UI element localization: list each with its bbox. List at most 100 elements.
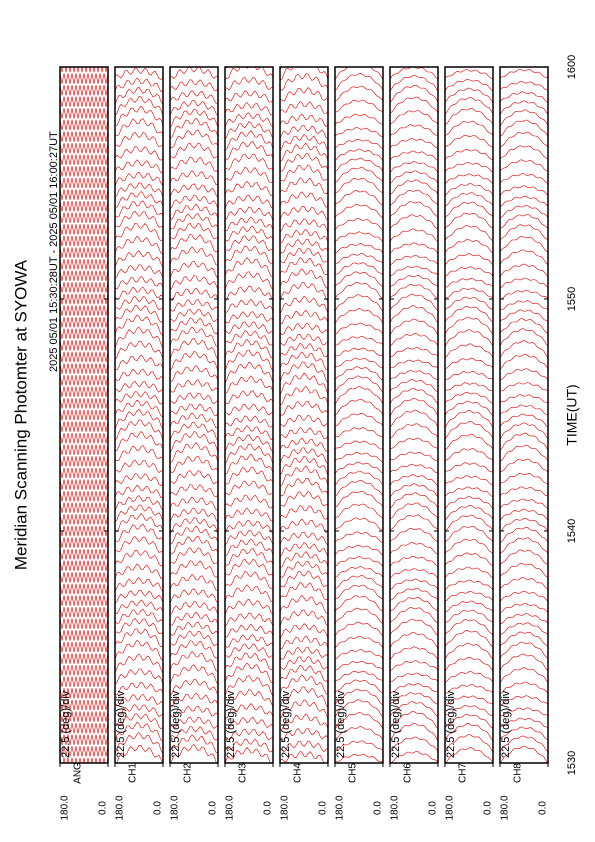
trace <box>390 701 438 717</box>
traces <box>500 27 548 763</box>
trace <box>115 577 163 593</box>
trace <box>500 735 548 753</box>
trace <box>115 264 163 279</box>
trace <box>225 425 273 440</box>
trace <box>170 156 218 172</box>
trace <box>445 642 493 660</box>
trace <box>225 571 273 589</box>
trace <box>500 309 548 322</box>
trace <box>225 538 273 556</box>
trace <box>225 403 273 416</box>
trace <box>445 525 493 542</box>
panel-name: CH7 <box>458 763 469 783</box>
trace <box>170 142 218 159</box>
trace <box>118 67 160 68</box>
trace <box>280 751 328 763</box>
trace <box>60 467 108 479</box>
trace <box>115 340 163 360</box>
trace <box>335 85 383 102</box>
trace <box>225 652 273 671</box>
trace <box>335 635 383 649</box>
trace <box>60 757 108 763</box>
trace <box>500 235 548 253</box>
trace <box>500 100 548 115</box>
chart-subtitle: 2025 05/01 15:30:28UT - 2025 05/01 16:00… <box>48 131 60 372</box>
trace <box>60 293 108 305</box>
trace <box>280 113 328 128</box>
trace <box>445 600 493 613</box>
trace <box>445 619 493 635</box>
trace <box>335 357 383 369</box>
trace <box>335 99 383 113</box>
trace <box>500 41 548 56</box>
trace <box>335 336 383 346</box>
trace <box>280 581 328 601</box>
trace <box>115 523 163 542</box>
trace <box>170 117 218 138</box>
trace <box>280 560 328 578</box>
trace <box>390 683 438 693</box>
trace <box>60 200 108 212</box>
trace <box>280 257 328 276</box>
trace <box>115 473 163 486</box>
y-tick-label: 180.0 <box>60 795 71 820</box>
trace <box>390 150 438 161</box>
trace <box>280 238 328 254</box>
trace <box>445 201 493 218</box>
trace <box>60 131 108 142</box>
trace <box>500 27 548 44</box>
trace <box>335 262 383 276</box>
trace <box>445 134 493 148</box>
trace <box>335 726 383 741</box>
x-axis-label: TIME(UT) <box>564 384 580 445</box>
trace <box>225 166 273 184</box>
trace <box>280 414 328 428</box>
trace <box>225 689 273 708</box>
trace <box>225 623 273 638</box>
y-tick-label: 180.0 <box>390 795 401 820</box>
trace <box>445 400 493 416</box>
trace <box>445 97 493 115</box>
trace <box>170 170 218 185</box>
trace <box>280 646 328 660</box>
trace <box>225 507 273 522</box>
trace <box>115 693 163 706</box>
trace <box>115 653 163 674</box>
trace <box>225 67 273 80</box>
trace <box>445 538 493 554</box>
trace <box>390 474 438 486</box>
trace <box>115 535 163 553</box>
trace <box>60 316 108 328</box>
trace <box>115 131 163 148</box>
scale-label: 22.5 (deg)/div <box>115 690 127 758</box>
trace <box>115 721 163 742</box>
trace <box>445 705 493 717</box>
trace <box>390 502 438 520</box>
trace <box>335 490 383 508</box>
trace <box>170 525 218 544</box>
trace <box>170 299 218 312</box>
trace <box>390 170 438 184</box>
trace <box>335 670 383 682</box>
y-tick-label: 180.0 <box>445 795 456 820</box>
trace <box>445 45 493 55</box>
trace <box>115 27 163 44</box>
trace <box>280 361 328 383</box>
trace <box>225 37 273 59</box>
trace <box>60 154 108 166</box>
trace <box>115 305 163 323</box>
trace <box>170 560 218 578</box>
trace <box>115 159 163 174</box>
trace <box>280 73 328 91</box>
trace <box>60 583 108 595</box>
traces <box>225 37 273 763</box>
trace <box>280 686 328 708</box>
trace <box>60 525 108 537</box>
trace <box>390 751 438 763</box>
trace <box>170 496 218 510</box>
trace <box>335 157 383 173</box>
trace <box>280 699 328 720</box>
trace <box>115 314 163 336</box>
trace <box>445 238 493 254</box>
trace <box>280 101 328 114</box>
